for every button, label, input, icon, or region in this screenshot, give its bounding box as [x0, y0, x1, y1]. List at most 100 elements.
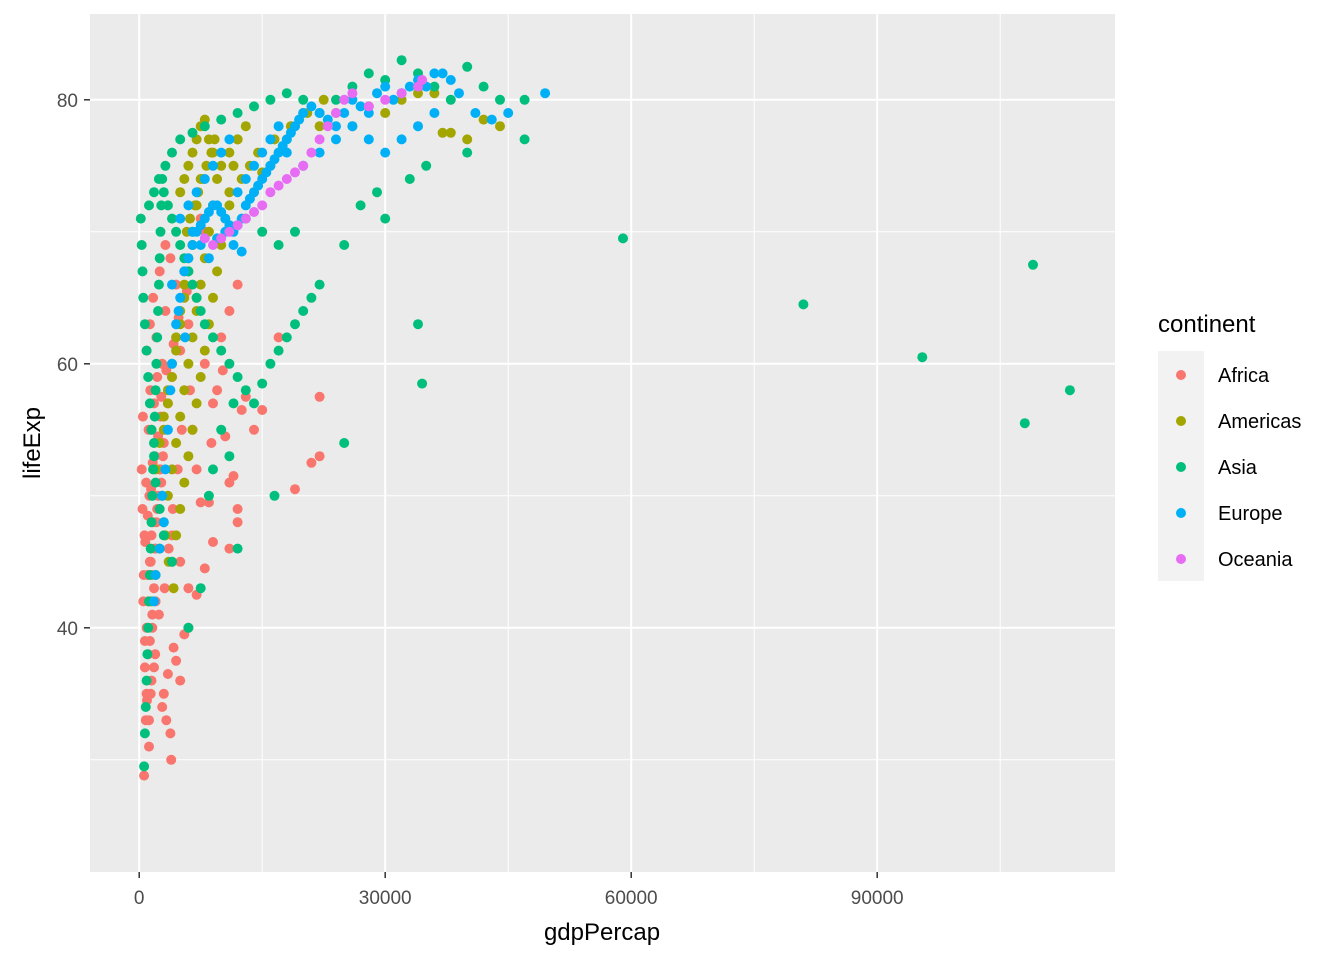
data-point [380, 108, 391, 118]
data-point [187, 332, 198, 343]
data-point [161, 715, 172, 726]
data-point [162, 669, 173, 679]
legend-label: Asia [1218, 457, 1258, 479]
data-point [249, 207, 259, 217]
data-point [199, 121, 210, 132]
data-point [298, 160, 309, 171]
data-point [917, 352, 928, 363]
legend: continent Africa Americas Asia Europe Oceani… [1158, 311, 1301, 581]
data-point [148, 464, 159, 475]
legend-key [1176, 554, 1186, 564]
data-point [224, 134, 235, 145]
data-point [162, 398, 173, 409]
data-point [224, 147, 235, 158]
data-point [171, 345, 182, 356]
data-point [232, 543, 243, 554]
data-point [404, 81, 415, 92]
data-point [199, 563, 210, 574]
data-point [380, 213, 391, 224]
data-point [232, 220, 243, 231]
data-point [503, 108, 514, 118]
data-point [159, 583, 170, 594]
data-point [167, 279, 177, 290]
data-point [167, 556, 177, 567]
data-point [144, 556, 155, 567]
data-point [185, 213, 195, 224]
data-point [153, 306, 164, 316]
data-point [519, 94, 530, 105]
data-point [187, 240, 198, 250]
data-point [199, 319, 210, 330]
data-point [454, 88, 464, 99]
data-point [290, 319, 300, 330]
data-point [206, 438, 217, 448]
data-point [146, 530, 157, 541]
data-point [519, 134, 530, 145]
data-point [179, 477, 190, 488]
data-point [429, 108, 440, 118]
y-tick-label: 80 [57, 91, 78, 112]
data-point [144, 200, 154, 211]
data-point [339, 94, 350, 105]
data-point [212, 385, 223, 396]
data-point [179, 266, 190, 277]
data-point [183, 160, 194, 171]
data-point [236, 405, 247, 415]
data-point [195, 497, 206, 508]
data-point [1019, 418, 1030, 429]
data-point [144, 741, 154, 752]
data-point [154, 543, 165, 554]
data-point [149, 596, 159, 607]
data-point [137, 266, 148, 277]
data-point [355, 101, 366, 112]
data-point [298, 94, 309, 105]
data-point [445, 127, 456, 138]
data-point [273, 332, 284, 343]
plot-panel [90, 14, 1115, 872]
data-point [232, 134, 243, 145]
data-point [199, 174, 210, 184]
data-point [146, 424, 157, 435]
data-point [168, 583, 179, 594]
data-point [143, 372, 154, 382]
data-point [176, 424, 187, 435]
data-point [183, 200, 194, 211]
data-point [290, 226, 300, 237]
data-point [217, 365, 228, 376]
series-asia [135, 55, 1075, 772]
data-point [228, 160, 239, 171]
y-axis-title: lifeExp [19, 407, 46, 479]
data-point [281, 174, 292, 184]
data-point [203, 490, 214, 501]
data-point [150, 570, 161, 580]
data-point [380, 81, 391, 92]
data-point [216, 424, 227, 435]
data-point [195, 279, 206, 290]
data-point [168, 642, 179, 653]
data-point [478, 81, 489, 92]
data-point [150, 649, 161, 660]
data-point [257, 405, 268, 415]
data-point [216, 114, 227, 125]
data-point [191, 187, 202, 198]
data-point [171, 332, 182, 343]
data-point [462, 61, 473, 72]
data-point [306, 101, 317, 112]
data-point [240, 174, 251, 184]
data-point [216, 332, 227, 343]
data-point [224, 187, 235, 198]
data-point [199, 345, 210, 356]
data-point [208, 292, 218, 303]
data-point [180, 332, 191, 343]
data-point [154, 266, 165, 277]
data-point [396, 134, 407, 145]
legend-key [1176, 462, 1186, 472]
data-point [298, 108, 309, 118]
data-point [232, 517, 243, 528]
legend-entry-oceania: Oceania [1176, 549, 1293, 571]
data-point [462, 147, 473, 158]
data-point [240, 121, 251, 132]
y-axis-ticks: 40 60 80 [57, 91, 90, 640]
data-point [314, 391, 325, 402]
data-point [314, 121, 325, 132]
